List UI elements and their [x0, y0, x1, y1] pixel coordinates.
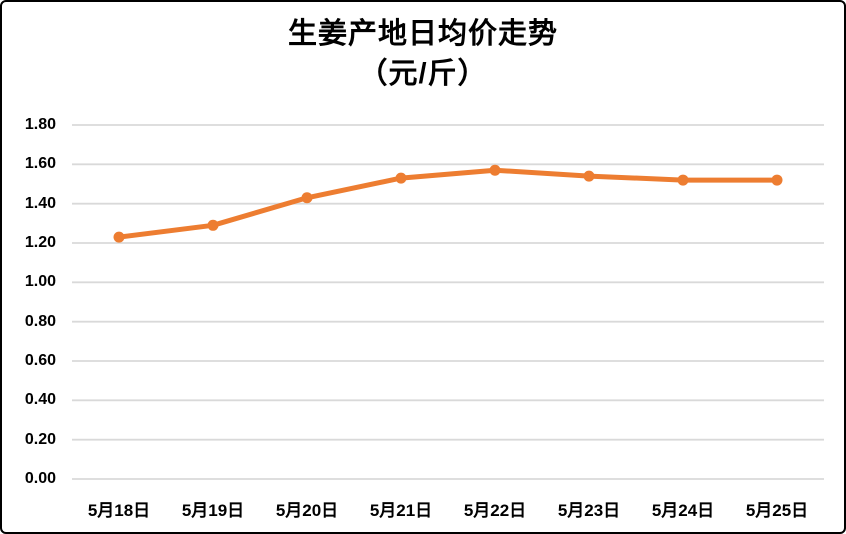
x-axis-tick-label: 5月19日 [181, 501, 245, 520]
y-axis-tick-label: 1.20 [24, 234, 56, 251]
y-axis-tick-label: 0.00 [24, 470, 56, 487]
data-point-marker [771, 174, 783, 186]
y-axis-tick-label: 0.60 [24, 352, 56, 369]
data-point-marker [113, 231, 125, 243]
y-axis-tick-label: 1.60 [24, 155, 56, 173]
x-axis-tick-label: 5月24日 [651, 501, 715, 520]
data-point-marker [395, 172, 407, 184]
data-point-marker [207, 219, 219, 231]
data-point-marker [489, 164, 501, 176]
x-axis-tick-label: 5月20日 [275, 501, 339, 520]
y-axis-tick-label: 1.80 [24, 116, 56, 133]
x-axis-tick-label: 5月21日 [369, 501, 433, 520]
data-point-marker [583, 170, 595, 182]
y-axis-tick-label: 0.40 [24, 391, 56, 409]
chart-title-text: 生姜产地日均价走势 [287, 18, 558, 50]
y-axis-tick-label: 0.20 [24, 430, 56, 448]
x-axis-tick-label: 5月23日 [557, 501, 621, 520]
y-axis-tick-label: 1.40 [24, 194, 56, 212]
price-series-line [116, 167, 780, 240]
y-axis-tick-label: 1.00 [24, 273, 56, 291]
y-axis-tick-label: 0.80 [24, 312, 56, 330]
x-axis-tick-label: 5月18日 [87, 501, 151, 520]
chart-title-unit: （元/斤） [358, 58, 488, 90]
x-axis-tick-label: 5月22日 [463, 501, 527, 520]
x-axis-tick-label: 5月25日 [745, 501, 809, 520]
data-point-marker [301, 192, 313, 204]
chart-title: 生姜产地日均价走势 （元/斤） [2, 14, 844, 94]
data-point-marker [677, 174, 689, 186]
